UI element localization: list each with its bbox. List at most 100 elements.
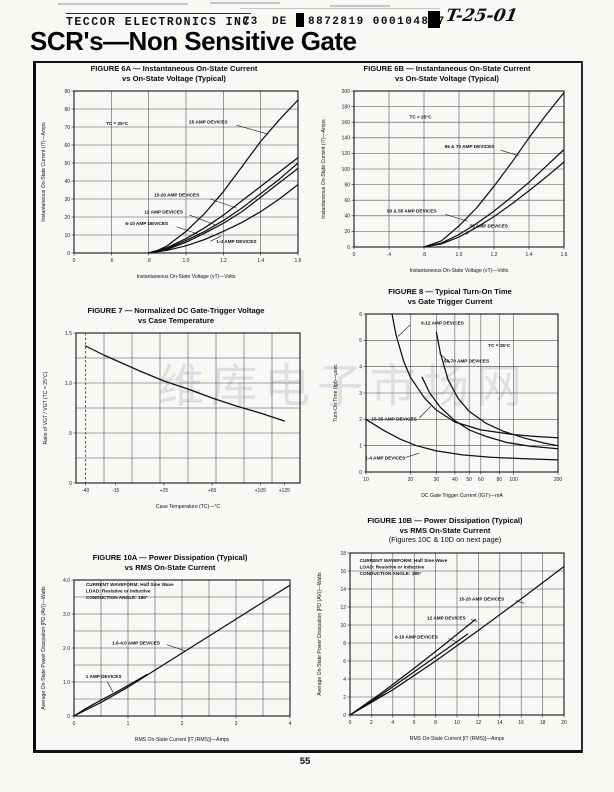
svg-text:4: 4 — [343, 676, 346, 682]
svg-text:4.0: 4.0 — [63, 578, 70, 584]
svg-text:.4: .4 — [387, 252, 391, 258]
svg-text:CURRENT WAVEFORM: Half Sine Wa: CURRENT WAVEFORM: Half Sine Wave — [86, 582, 174, 587]
svg-text:-15: -15 — [112, 488, 119, 494]
svg-text:100: 100 — [509, 477, 518, 483]
figure-8-title-line2: vs Gate Trigger Current — [407, 296, 493, 306]
svg-text:-40: -40 — [82, 488, 89, 494]
svg-text:3: 3 — [235, 721, 238, 727]
svg-text:1-4 AMP DEVICES: 1-4 AMP DEVICES — [216, 239, 256, 244]
svg-text:10: 10 — [64, 233, 70, 239]
page-title: SCR's—Non Sensitive Gate — [30, 26, 357, 56]
figure-10b: FIGURE 10B — Power Dissipation (Typical)… — [314, 516, 576, 742]
svg-text:0: 0 — [67, 251, 70, 257]
svg-text:Case Temperature (TC)—°C: Case Temperature (TC)—°C — [156, 504, 221, 510]
svg-text:8: 8 — [434, 720, 437, 726]
svg-text:TC = 25°C: TC = 25°C — [106, 121, 129, 126]
content-border-box — [33, 61, 583, 753]
svg-text:2: 2 — [343, 694, 346, 700]
svg-text:Instantaneous On-State Voltage: Instantaneous On-State Voltage (vT)—Volt… — [137, 274, 236, 280]
svg-text:.8: .8 — [422, 252, 426, 258]
svg-text:3: 3 — [359, 391, 362, 397]
figure-7: FIGURE 7 — Normalized DC Gate-Trigger Vo… — [40, 306, 312, 510]
figure-10b-title-line1: FIGURE 10B — Power Dissipation (Typical) — [367, 516, 523, 525]
svg-text:120: 120 — [342, 151, 351, 157]
svg-text:Ratio of VGT / VGT (TC = 25°C): Ratio of VGT / VGT (TC = 25°C) — [43, 371, 49, 444]
scan-artifact — [240, 8, 440, 9]
svg-text:12: 12 — [476, 720, 482, 726]
figure-6b: FIGURE 6B — Instantaneous On-State Curre… — [318, 64, 576, 274]
svg-text:60: 60 — [64, 143, 70, 149]
svg-text:Instantaneous On-State Voltage: Instantaneous On-State Voltage (vT)—Volt… — [410, 268, 509, 274]
figure-10b-subtitle: (Figures 10C & 10D on next page) — [388, 535, 502, 544]
svg-text:12: 12 — [340, 604, 346, 610]
svg-text:100: 100 — [342, 167, 351, 173]
figure-6a-title-line1: FIGURE 6A — Instantaneous On-State Curre… — [90, 64, 258, 73]
svg-text:60: 60 — [344, 198, 350, 204]
svg-text:2: 2 — [370, 720, 373, 726]
scan-artifact — [58, 3, 188, 5]
svg-text:40: 40 — [452, 477, 458, 483]
svg-text:LOAD: Resistive or Inductive: LOAD: Resistive or Inductive — [360, 564, 425, 569]
svg-text:65 & 70 AMP DEVICES: 65 & 70 AMP DEVICES — [445, 144, 495, 149]
svg-text:+125: +125 — [279, 488, 290, 494]
svg-text:6: 6 — [343, 658, 346, 664]
svg-text:.8: .8 — [147, 258, 151, 264]
svg-text:160: 160 — [342, 120, 351, 126]
figure-7-chart: -40 -15 +25 +65 +105 +125 0 .5 1.0 1.5 Case Temper… — [43, 331, 301, 510]
svg-text:3.0: 3.0 — [63, 612, 70, 618]
redaction-bar — [296, 13, 304, 27]
svg-text:200: 200 — [554, 477, 563, 483]
svg-text:Instantaneous On-State Current: Instantaneous On-State Current (iT)—Amps — [41, 122, 47, 222]
svg-text:6-10 AMP DEVICES: 6-10 AMP DEVICES — [125, 221, 168, 226]
figure-7-title-line2: vs Case Temperature — [137, 315, 215, 325]
svg-text:15-20 AMP DEVICES: 15-20 AMP DEVICES — [459, 596, 504, 601]
svg-text:15-20 AMP DEVICES: 15-20 AMP DEVICES — [154, 192, 199, 197]
svg-text:1: 1 — [127, 721, 130, 727]
figure-8: FIGURE 8 — Typical Turn-On Time vs Gate … — [330, 287, 570, 499]
svg-text:RMS On-State Current [IT (RMS): RMS On-State Current [IT (RMS)]—Amps — [135, 737, 230, 743]
svg-text:50: 50 — [466, 477, 472, 483]
svg-text:TC = 25°C: TC = 25°C — [488, 343, 511, 348]
svg-text:RMS On-State Current [IT (RMS): RMS On-State Current [IT (RMS)]—Amps — [410, 736, 505, 742]
figure-10a-chart: 0 1 2 3 4 0 1.0 2.0 3.0 4.0 1.6-4.0 AMP DEVICES 1 A… — [41, 578, 292, 743]
figure-10b-title-line2: vs RMS On-State Current — [399, 525, 491, 535]
company-name: TECCOR ELECTRONICS INC — [66, 13, 251, 29]
figure-6a-title-line2: vs On-State Voltage (Typical) — [122, 73, 226, 83]
svg-text:25 AMP DEVICES: 25 AMP DEVICES — [189, 119, 228, 124]
svg-text:6: 6 — [413, 720, 416, 726]
svg-text:Instantaneous On-State Current: Instantaneous On-State Current (iT)—Amps — [321, 119, 327, 219]
svg-text:Average On-State Power Dissipa: Average On-State Power Dissipation [PD (… — [317, 571, 323, 695]
svg-text:1.4: 1.4 — [257, 258, 264, 264]
svg-text:200: 200 — [342, 89, 351, 95]
svg-text:4: 4 — [359, 364, 362, 370]
svg-text:1.2: 1.2 — [220, 258, 227, 264]
svg-text:50: 50 — [64, 161, 70, 167]
scan-artifact — [330, 5, 390, 7]
svg-text:12 AMP DEVICES: 12 AMP DEVICES — [144, 209, 183, 214]
svg-text:6-10 AMP DEVICES: 6-10 AMP DEVICES — [395, 634, 438, 639]
svg-text:90: 90 — [64, 89, 70, 95]
svg-text:18: 18 — [540, 720, 546, 726]
svg-text:.5: .5 — [68, 431, 72, 437]
svg-text:14: 14 — [497, 720, 503, 726]
svg-text:1-4 AMP DEVICES: 1-4 AMP DEVICES — [365, 455, 405, 460]
svg-text:1.6-4.0 AMP DEVICES: 1.6-4.0 AMP DEVICES — [112, 641, 160, 646]
svg-text:1.6: 1.6 — [295, 258, 302, 264]
svg-text:20: 20 — [64, 215, 70, 221]
svg-text:140: 140 — [342, 136, 351, 142]
svg-text:0: 0 — [343, 712, 346, 718]
svg-text:1.4: 1.4 — [526, 252, 533, 258]
svg-text:TC = 25°C: TC = 25°C — [409, 114, 432, 119]
svg-text:6: 6 — [359, 312, 362, 318]
scan-artifact — [210, 2, 280, 4]
svg-text:+105: +105 — [255, 488, 266, 494]
svg-text:1.6: 1.6 — [561, 252, 568, 258]
svg-text:40: 40 — [64, 179, 70, 185]
svg-text:70: 70 — [64, 125, 70, 131]
svg-text:Average On-State Power Dissipa: Average On-State Power Dissipation [PD (… — [41, 586, 47, 710]
svg-text:80: 80 — [64, 107, 70, 113]
svg-text:CONDUCTION ANGLE: 180°: CONDUCTION ANGLE: 180° — [86, 595, 148, 600]
svg-text:80: 80 — [344, 182, 350, 188]
figure-10a: FIGURE 10A — Power Dissipation (Typical)… — [38, 553, 302, 743]
svg-text:20: 20 — [344, 229, 350, 235]
